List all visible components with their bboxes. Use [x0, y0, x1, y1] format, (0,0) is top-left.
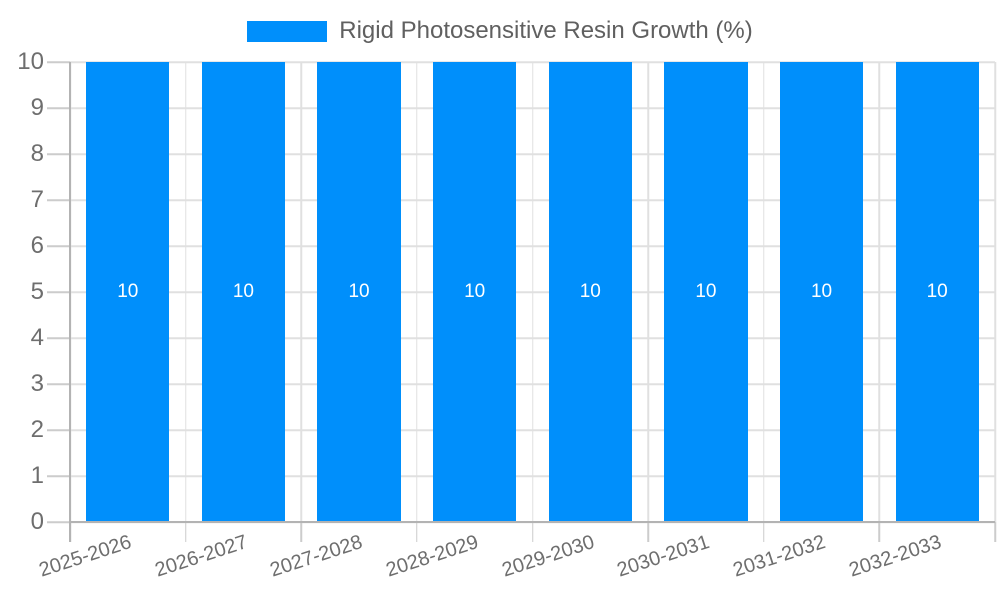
bar[interactable]: 10: [317, 62, 401, 522]
y-axis-tick-label: 8: [30, 140, 44, 167]
bars-layer: 10 10 10 10 10 10 10 10: [70, 62, 995, 522]
y-axis-tick-label: 4: [30, 324, 44, 351]
y-axis-tick: [47, 429, 70, 431]
y-axis-tick-label: 2: [30, 416, 44, 443]
bar[interactable]: 10: [201, 62, 286, 522]
x-axis-line: [70, 521, 995, 523]
bar-value-label: 10: [810, 281, 833, 302]
y-axis-tick-label: 7: [30, 186, 44, 213]
legend: Rigid Photosensitive Resin Growth (%): [0, 19, 1000, 43]
x-axis-tick-label: 2031-2032: [730, 531, 829, 582]
x-axis-tick: [647, 522, 649, 542]
vertical-gridline: [994, 62, 996, 522]
vertical-gridline: [184, 62, 187, 522]
y-axis-tick: [47, 153, 70, 155]
y-axis-tick-label: 1: [30, 462, 44, 489]
bar-value-label: 10: [348, 281, 370, 302]
x-axis-tick-label: 2028-2029: [383, 531, 482, 582]
vertical-gridline: [647, 62, 649, 522]
legend-marker-swatch: [247, 20, 328, 42]
y-axis-tick-label: 9: [30, 94, 44, 121]
y-axis-tick: [47, 521, 70, 523]
y-axis-tick: [47, 291, 70, 293]
y-axis-tick: [47, 199, 70, 201]
bar[interactable]: 10: [779, 62, 864, 522]
vertical-gridline: [531, 62, 534, 522]
bar-value-label: 10: [232, 281, 254, 302]
y-axis-tick-label: 5: [30, 278, 44, 305]
bar-cell: 10: [301, 62, 417, 522]
bar-cell: 10: [533, 62, 649, 522]
x-axis-tick-label: 2027-2028: [267, 531, 366, 582]
bar[interactable]: 10: [433, 62, 517, 522]
y-axis-tick: [47, 107, 70, 109]
bar-value-label: 10: [695, 281, 717, 302]
y-axis-tick: [47, 383, 70, 385]
vertical-gridline: [878, 62, 881, 522]
x-axis-tick-label: 2032-2033: [845, 531, 944, 582]
y-axis-tick: [47, 61, 70, 63]
y-axis-labels: 0 1 2 3 4 5 6 7 8 9 10: [0, 50, 70, 534]
vertical-gridline: [300, 62, 302, 522]
x-axis-tick: [416, 522, 418, 542]
x-axis-tick-label: 2029-2030: [499, 531, 597, 582]
x-axis-tick: [994, 522, 996, 542]
plot-area: 10 10 10 10 10 10 10 10 0 1 2 3 4 5 6 7 8 9 10 2025-2026 2…: [17, 50, 996, 582]
y-axis-tick: [47, 245, 70, 247]
bar-value-label: 10: [117, 281, 139, 302]
x-axis-tick-label: 2030-2031: [614, 531, 713, 582]
bar-cell: 10: [70, 62, 186, 522]
bar-cell: 10: [186, 62, 302, 522]
bar-value-label: 10: [579, 281, 601, 302]
legend-item[interactable]: Rigid Photosensitive Resin Growth (%): [247, 19, 753, 43]
bar-value-label: 10: [926, 281, 948, 302]
bar-cell: 10: [648, 62, 764, 522]
x-axis-tick: [184, 522, 187, 542]
bar[interactable]: 10: [895, 62, 979, 522]
y-axis-tick-label: 10: [17, 48, 44, 75]
y-axis-tick: [47, 475, 70, 477]
x-axis-tick: [878, 522, 881, 542]
bar-cell: 10: [879, 62, 995, 522]
vertical-gridline: [416, 62, 418, 522]
x-axis-tick: [531, 522, 534, 542]
x-axis-tick: [300, 522, 302, 542]
y-axis-tick-label: 3: [30, 370, 44, 397]
y-axis-tick: [47, 337, 70, 339]
bar[interactable]: 10: [86, 62, 170, 522]
bar-value-label: 10: [464, 281, 486, 302]
y-axis-line: [69, 62, 71, 542]
bar[interactable]: 10: [548, 62, 632, 522]
x-axis-tick-label: 2025-2026: [36, 531, 135, 582]
y-axis-tick-label: 6: [30, 232, 44, 259]
x-axis-tick: [763, 522, 765, 542]
bar[interactable]: 10: [664, 62, 748, 522]
x-axis-tick-label: 2026-2027: [152, 531, 250, 582]
bar-cell: 10: [764, 62, 880, 522]
legend-label: Rigid Photosensitive Resin Growth (%): [339, 17, 753, 44]
bar-cell: 10: [417, 62, 533, 522]
vertical-gridline: [763, 62, 765, 522]
y-axis-tick-label: 0: [30, 508, 44, 535]
